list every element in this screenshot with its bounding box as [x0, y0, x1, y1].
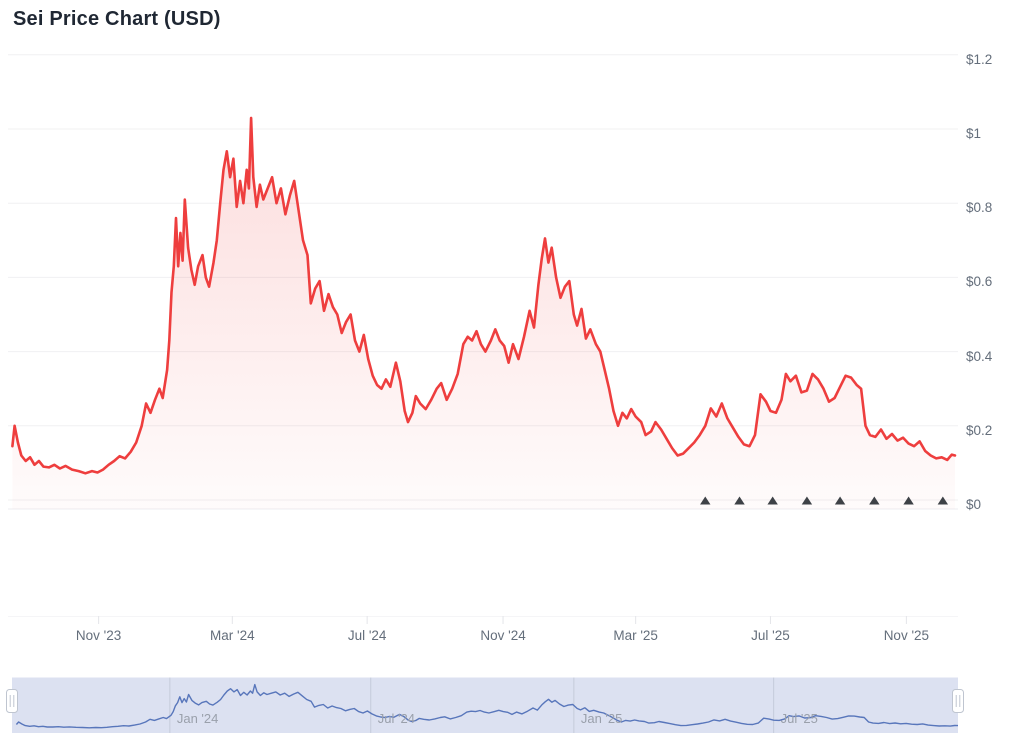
price-line	[11, 116, 957, 475]
y-axis-label: $0.2	[966, 422, 993, 438]
event-marker-icon[interactable]	[801, 496, 813, 505]
navigator-right-handle[interactable]	[952, 689, 964, 713]
y-axis-label: $0.8	[966, 200, 993, 216]
navigator-axis-label: Jan '25	[580, 711, 623, 726]
y-axis-label: $0.6	[966, 274, 993, 290]
event-marker-icon[interactable]	[834, 496, 846, 505]
x-axis-label: Mar '24	[210, 628, 255, 643]
navigator-axis-label: Jul '24	[377, 711, 415, 726]
event-marker-icon[interactable]	[700, 496, 711, 505]
x-axis-label: Nov '24	[480, 628, 526, 643]
event-marker-icon[interactable]	[903, 496, 914, 505]
event-marker-icon[interactable]	[937, 496, 949, 505]
event-marker-icon[interactable]	[869, 496, 880, 505]
x-axis-label: Nov '25	[883, 628, 930, 643]
x-axis-label: Jul '25	[751, 628, 790, 643]
event-marker-icon[interactable]	[767, 496, 778, 505]
y-axis-label: $0.4	[966, 348, 993, 364]
x-axis-label: Nov '23	[75, 628, 122, 643]
event-marker-icon[interactable]	[734, 496, 745, 505]
navigator-line	[15, 683, 959, 729]
chart-title: Sei Price Chart (USD)	[13, 8, 221, 30]
x-axis-label: Mar '25	[613, 628, 658, 643]
y-axis-label: $0	[966, 497, 982, 512]
navigator-left-handle[interactable]	[6, 689, 18, 713]
x-axis-label: Jul '24	[347, 628, 387, 643]
y-axis-label: $1	[966, 126, 982, 141]
navigator-axis-label: Jul '25	[780, 711, 818, 726]
navigator-axis-label: Jan '24	[176, 711, 219, 726]
y-axis-label: $1.2	[966, 51, 993, 67]
chart-plot-area[interactable]	[8, 45, 958, 616]
